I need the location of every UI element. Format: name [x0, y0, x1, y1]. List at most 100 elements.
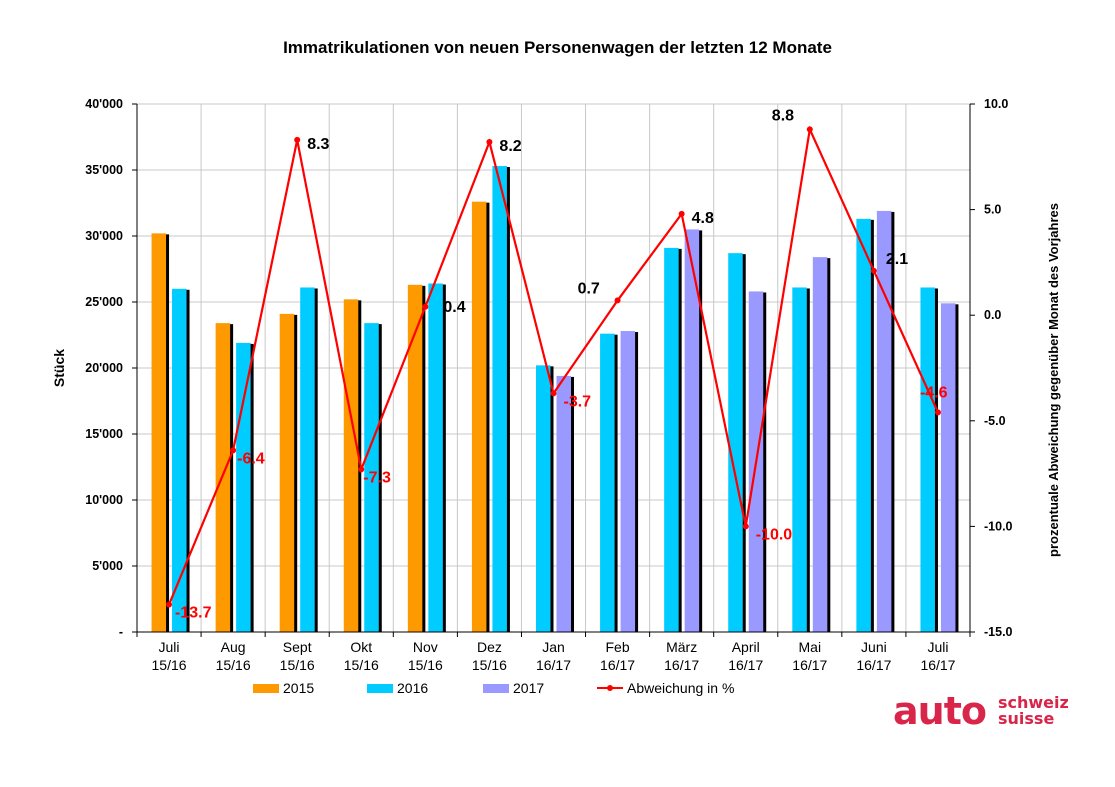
bar-2016-9: [728, 253, 743, 632]
y2-tick-label: -15.0: [984, 625, 1013, 639]
y-tick-label: 20'000: [85, 361, 123, 375]
deviation-point-11: [870, 267, 877, 274]
y2-tick-label: 10.0: [984, 97, 1008, 111]
x-tick-label: 16/17: [792, 657, 827, 673]
bar-2016-10: [792, 287, 807, 632]
bar-2016-12: [920, 287, 935, 632]
deviation-point-9: [742, 523, 749, 530]
bar-2015-4: [407, 284, 423, 632]
deviation-point-12: [934, 409, 941, 416]
x-tick-label: Mai: [799, 639, 822, 655]
x-tick-label: 16/17: [728, 657, 763, 673]
logo-line-2: suisse: [998, 709, 1055, 728]
bar-2016-2: [300, 287, 315, 632]
bar-2016-6: [536, 365, 551, 632]
x-tick-label: 16/17: [920, 657, 955, 673]
bar-2017-7: [620, 331, 636, 632]
x-tick-label: 15/16: [280, 657, 315, 673]
x-tick-label: 15/16: [344, 657, 379, 673]
deviation-point-5: [486, 139, 493, 146]
y-axis-label: Stück: [51, 349, 67, 387]
x-tick-label: Dez: [477, 639, 502, 655]
deviation-data-label: -7.3: [363, 469, 391, 486]
y2-tick-label: 5.0: [984, 203, 1001, 217]
x-tick-label: April: [732, 639, 760, 655]
legend-swatch-0: [253, 684, 279, 693]
y2-tick-label: -5.0: [984, 414, 1006, 428]
deviation-data-label: 8.2: [499, 138, 521, 155]
bar-2016-8: [664, 247, 679, 632]
x-tick-label: Juli: [927, 639, 948, 655]
logo-line-1: schweiz: [998, 693, 1069, 712]
bar-2016-5: [492, 166, 507, 633]
x-tick-label: Feb: [606, 639, 630, 655]
y-tick-label: -: [119, 625, 123, 639]
x-tick-label: 16/17: [664, 657, 699, 673]
y-tick-label: 35'000: [85, 163, 123, 177]
deviation-data-label: 0.7: [578, 280, 600, 297]
bar-2017-8: [684, 229, 700, 632]
deviation-point-8: [678, 210, 685, 217]
chart-title: Immatrikulationen von neuen Personenwage…: [283, 38, 832, 57]
bar-2017-12: [940, 303, 956, 632]
legend-swatch-2: [483, 684, 509, 693]
x-tick-label: 15/16: [408, 657, 443, 673]
bar-2016-4: [428, 283, 443, 632]
deviation-data-label: 8.3: [307, 136, 329, 153]
x-tick-label: Juli: [159, 639, 180, 655]
legend-marker: [607, 685, 613, 691]
bar-2016-7: [600, 333, 615, 632]
x-tick-label: Sept: [283, 639, 312, 655]
deviation-data-label: 2.1: [886, 251, 908, 268]
legend-label: 2016: [397, 680, 428, 696]
x-tick-label: 15/16: [152, 657, 187, 673]
bar-2015-0: [151, 233, 167, 633]
deviation-data-label: -4.6: [920, 384, 948, 401]
deviation-data-label: -6.4: [237, 450, 265, 467]
x-tick-label: Okt: [350, 639, 372, 655]
bar-2015-2: [279, 313, 295, 632]
x-tick-label: März: [666, 639, 697, 655]
deviation-point-10: [806, 126, 813, 133]
y-tick-label: 40'000: [85, 97, 123, 111]
deviation-data-label: 4.8: [692, 210, 714, 227]
logo-wordmark: auto: [893, 689, 987, 733]
y-tick-label: 25'000: [85, 295, 123, 309]
deviation-data-label: -3.7: [564, 393, 592, 410]
x-tick-label: 16/17: [536, 657, 571, 673]
deviation-data-label: -10.0: [756, 526, 793, 543]
y-tick-label: 10'000: [85, 493, 123, 507]
legend-label: 2015: [283, 680, 314, 696]
x-tick-label: 16/17: [600, 657, 635, 673]
x-tick-label: Juni: [861, 639, 887, 655]
bar-2016-3: [364, 323, 379, 632]
bar-2016-1: [236, 342, 251, 632]
legend-label: Abweichung in %: [627, 680, 734, 696]
y2-axis-label: prozentuale Abweichung gegenüber Monat d…: [1046, 203, 1061, 557]
x-tick-label: Jan: [542, 639, 565, 655]
deviation-point-3: [358, 466, 365, 473]
y-tick-label: 30'000: [85, 229, 123, 243]
bar-2016-0: [172, 288, 187, 632]
y2-tick-label: -10.0: [984, 519, 1013, 533]
y-tick-label: 5'000: [92, 559, 123, 573]
bar-2017-10: [812, 257, 828, 632]
bar-2017-11: [876, 210, 892, 633]
deviation-point-4: [422, 303, 429, 310]
legend-label: 2017: [513, 680, 544, 696]
deviation-point-7: [614, 297, 621, 304]
x-tick-label: 16/17: [856, 657, 891, 673]
y2-tick-label: 0.0: [984, 308, 1001, 322]
bar-2015-3: [343, 299, 359, 632]
legend-swatch-1: [367, 684, 393, 693]
deviation-data-label: 0.4: [443, 299, 465, 316]
deviation-point-1: [230, 447, 237, 454]
auto-schweiz-suisse-logo: auto schweiz suisse: [893, 689, 1093, 737]
deviation-point-2: [294, 136, 301, 143]
deviation-point-0: [166, 601, 173, 608]
bar-2015-5: [471, 201, 487, 632]
bar-2016-11: [856, 218, 871, 632]
x-tick-label: 15/16: [472, 657, 507, 673]
deviation-data-label: -13.7: [175, 605, 212, 622]
